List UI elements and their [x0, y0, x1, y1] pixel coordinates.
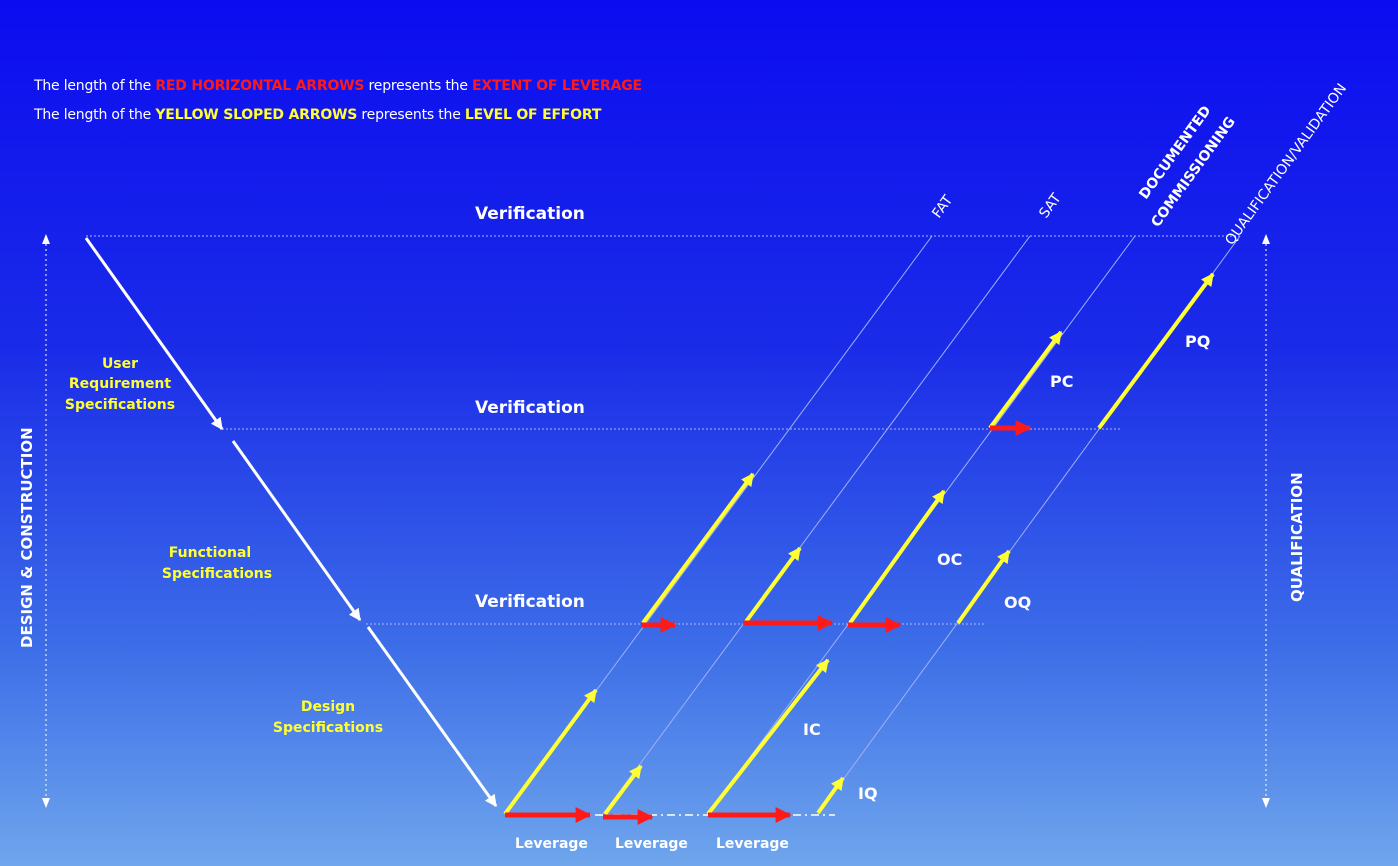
- qualification-side-label: QUALIFICATION: [1288, 472, 1306, 602]
- legend-yellow-prefix: The length of the: [34, 107, 156, 123]
- effort-arrow-ds-sat: [603, 764, 643, 816]
- ds-design-arrow: [366, 626, 498, 807]
- legend-red-middle: represents the: [364, 78, 472, 94]
- effort-arrow-pc: [988, 330, 1063, 430]
- legend-yellow-term: YELLOW SLOPED ARROWS: [155, 107, 358, 123]
- effort-arrow-oq: [956, 549, 1011, 625]
- legend-yellow-middle: represents the: [357, 107, 465, 123]
- sat-label: SAT: [1036, 190, 1065, 221]
- fs-label-line1: Functional: [169, 545, 251, 561]
- design-axis-bottom-arrowhead: [42, 798, 50, 808]
- iq-label: IQ: [858, 784, 878, 803]
- effort-arrow-iq: [816, 776, 845, 815]
- ds-label-line1: Design: [301, 699, 355, 715]
- legend-red-prefix: The length of the: [34, 78, 156, 94]
- urs-label-line1: User: [102, 356, 138, 372]
- ds-label-line2: Specifications: [273, 720, 383, 736]
- qualification-validation-label: QUALIFICATION/VALIDATION: [1222, 81, 1350, 249]
- verification-label-fs: Verification: [475, 592, 585, 612]
- leverage-label-2: Leverage: [615, 836, 688, 852]
- effort-arrow-fs-sat: [743, 546, 802, 625]
- leverage-label-1: Leverage: [515, 836, 588, 852]
- legend-red-arrows: The length of the RED HORIZONTAL ARROWS …: [34, 78, 642, 94]
- oq-label: OQ: [1004, 593, 1031, 612]
- pc-label: PC: [1050, 372, 1073, 391]
- sat-phase-line: [602, 235, 1031, 815]
- verification-label-top: Verification: [475, 204, 585, 224]
- legend-yellow-meaning: LEVEL OF EFFORT: [464, 107, 602, 123]
- design-construction-label: DESIGN & CONSTRUCTION: [18, 427, 36, 648]
- fat-label: FAT: [929, 192, 956, 221]
- effort-arrow-oc: [848, 489, 946, 625]
- fs-design-arrow: [231, 440, 362, 621]
- verification-label-urs: Verification: [475, 398, 585, 418]
- effort-arrow-fs-fat: [641, 472, 755, 625]
- urs-label-line3: Specifications: [65, 397, 175, 413]
- design-axis-top-arrowhead: [42, 234, 50, 244]
- qualification-axis-top-arrowhead: [1262, 234, 1270, 244]
- qualification-axis-bottom-arrowhead: [1262, 798, 1270, 808]
- fs-label-line2: Specifications: [162, 566, 272, 582]
- leverage-label-3: Leverage: [716, 836, 789, 852]
- urs-design-arrow: [84, 237, 224, 430]
- legend-red-term: RED HORIZONTAL ARROWS: [155, 78, 365, 94]
- effort-arrow-pq: [1097, 272, 1215, 430]
- effort-arrow-ds-fat: [503, 688, 598, 816]
- oc-label: OC: [937, 550, 962, 569]
- legend-yellow-arrows: The length of the YELLOW SLOPED ARROWS r…: [34, 107, 601, 123]
- urs-label-line2: Requirement: [69, 376, 172, 392]
- legend-red-meaning: EXTENT OF LEVERAGE: [471, 78, 642, 94]
- ic-label: IC: [803, 720, 821, 739]
- effort-arrow-ic: [706, 658, 830, 816]
- pq-label: PQ: [1185, 332, 1210, 351]
